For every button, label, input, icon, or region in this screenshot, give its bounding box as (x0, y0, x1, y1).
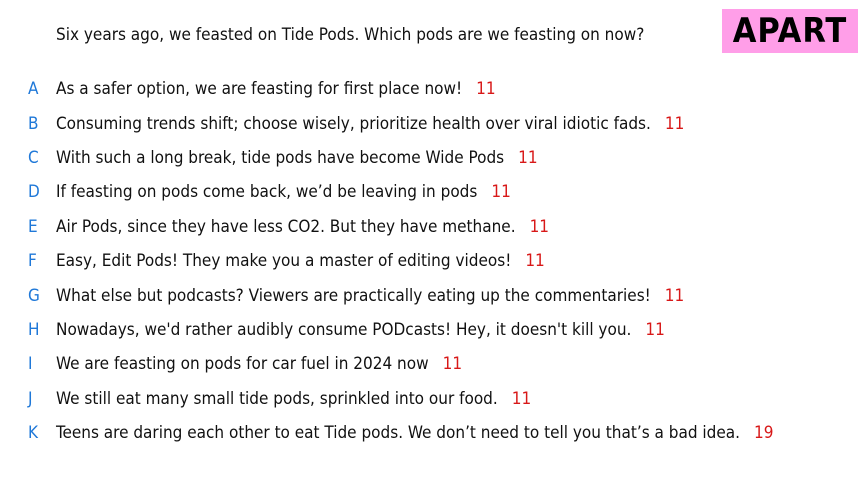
answer-option-g[interactable]: G What else but podcasts? Viewers are pr… (0, 278, 864, 312)
option-text: Consuming trends shift; choose wisely, p… (56, 113, 651, 134)
logo-text: APART (732, 11, 848, 51)
option-letter: I (28, 354, 33, 375)
option-score: 11 (664, 113, 685, 134)
answer-option-c[interactable]: C With such a long break, tide pods have… (0, 141, 864, 175)
option-letter: J (28, 388, 33, 409)
option-text: Air Pods, since they have less CO2. But … (56, 216, 516, 237)
option-answer: Nowadays, we'd rather audibly consume PO… (56, 320, 665, 340)
option-letter: B (28, 113, 39, 134)
option-score: 11 (525, 251, 545, 272)
answer-option-e[interactable]: E Air Pods, since they have less CO2. Bu… (0, 210, 864, 244)
question-text: Six years ago, we feasted on Tide Pods. … (56, 25, 645, 45)
option-answer: Teens are daring each other to eat Tide … (56, 423, 773, 443)
option-answer: We still eat many small tide pods, sprin… (56, 389, 531, 409)
option-text: Nowadays, we'd rather audibly consume PO… (56, 319, 632, 340)
option-score: 11 (491, 182, 511, 203)
option-score: 11 (476, 79, 496, 100)
answer-option-b[interactable]: B Consuming trends shift; choose wisely,… (0, 106, 864, 140)
answer-option-j[interactable]: J We still eat many small tide pods, spr… (0, 382, 864, 416)
option-score: 11 (518, 147, 538, 168)
option-letter: A (28, 79, 39, 100)
option-text: Easy, Edit Pods! They make you a master … (56, 251, 512, 272)
option-score: 11 (442, 354, 463, 375)
option-text: We still eat many small tide pods, sprin… (56, 388, 498, 409)
answer-option-f[interactable]: F Easy, Edit Pods! They make you a maste… (0, 244, 864, 278)
option-text: As a safer option, we are feasting for f… (56, 79, 463, 100)
option-text: With such a long break, tide pods have b… (56, 147, 505, 168)
option-score: 11 (664, 285, 685, 306)
option-answer: With such a long break, tide pods have b… (56, 148, 538, 168)
option-answer: As a safer option, we are feasting for f… (56, 79, 496, 99)
option-letter: H (28, 319, 40, 340)
option-letter: G (28, 285, 40, 306)
option-text: What else but podcasts? Viewers are prac… (56, 285, 651, 306)
option-letter: C (28, 147, 39, 168)
option-letter: D (28, 182, 40, 203)
option-letter: E (28, 216, 38, 237)
option-text: We are feasting on pods for car fuel in … (56, 354, 429, 375)
answer-list: A As a safer option, we are feasting for… (0, 72, 864, 450)
option-answer: Air Pods, since they have less CO2. But … (56, 217, 549, 237)
option-text: If feasting on pods come back, we’d be l… (56, 182, 478, 203)
option-score: 19 (754, 423, 774, 444)
option-text: Teens are daring each other to eat Tide … (56, 423, 741, 444)
option-score: 11 (511, 388, 532, 409)
option-letter: K (28, 423, 39, 444)
option-answer: If feasting on pods come back, we’d be l… (56, 182, 511, 202)
option-score: 11 (529, 216, 550, 237)
apart-logo: APART (722, 9, 858, 53)
answer-option-h[interactable]: H Nowadays, we'd rather audibly consume … (0, 313, 864, 347)
answer-option-d[interactable]: D If feasting on pods come back, we’d be… (0, 175, 864, 209)
option-answer: We are feasting on pods for car fuel in … (56, 354, 462, 374)
answer-option-i[interactable]: I We are feasting on pods for car fuel i… (0, 347, 864, 381)
option-answer: What else but podcasts? Viewers are prac… (56, 286, 684, 306)
option-answer: Easy, Edit Pods! They make you a master … (56, 251, 545, 271)
answer-option-k[interactable]: K Teens are daring each other to eat Tid… (0, 416, 864, 450)
option-answer: Consuming trends shift; choose wisely, p… (56, 114, 684, 134)
option-letter: F (28, 251, 37, 272)
answer-option-a[interactable]: A As a safer option, we are feasting for… (0, 72, 864, 106)
option-score: 11 (645, 319, 665, 340)
